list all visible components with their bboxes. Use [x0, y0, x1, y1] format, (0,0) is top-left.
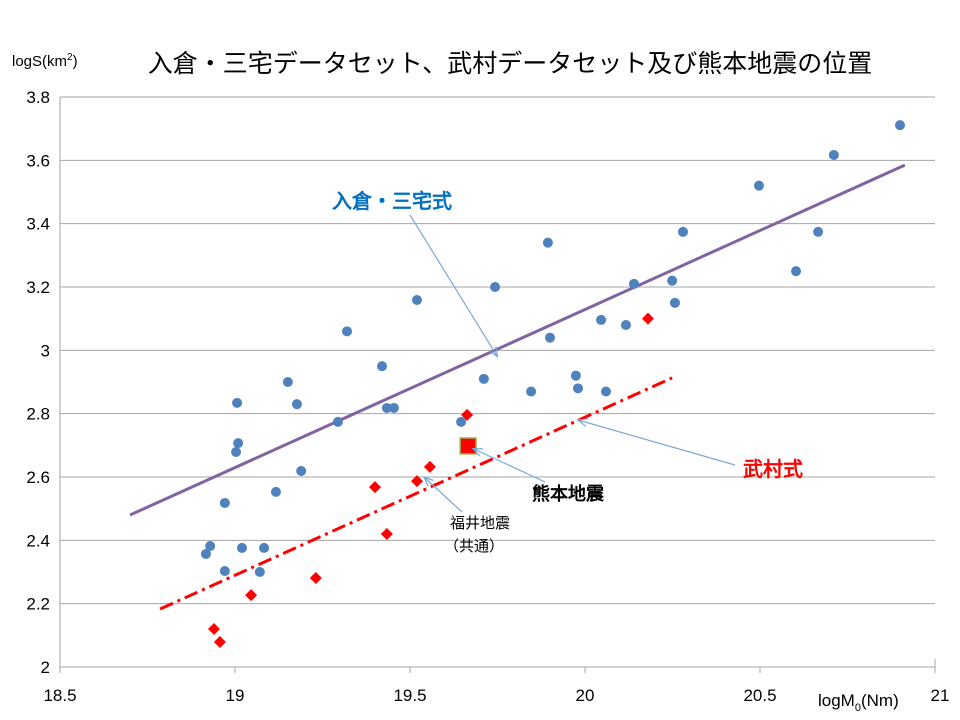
irikura-data-point — [270, 486, 281, 497]
chart-title: 入倉・三宅データセット、武村データセット及び熊本地震の位置 — [148, 49, 873, 78]
irikura-data-point — [232, 397, 243, 408]
irikura-data-point — [678, 226, 688, 237]
y-tick-label: 3.6 — [26, 151, 50, 170]
irikura-data-point — [296, 465, 307, 476]
takemura-data-point — [208, 623, 220, 635]
annotation-arrow — [577, 419, 736, 466]
annotation-label: 熊本地震 — [532, 483, 605, 505]
data-points — [200, 120, 905, 648]
irikura-data-point — [478, 373, 489, 384]
tick-labels: 2 2.2 2.4 2.6 2.8 3 3.2 3.4 3.6 3.8 18.5 19 19.5 20 20… — [26, 88, 949, 705]
kumamoto-data-point — [459, 437, 477, 455]
irikura-data-point — [412, 294, 422, 305]
irikura-data-point — [620, 320, 631, 330]
y-tick-label: 3.4 — [26, 215, 50, 234]
takemura-data-point — [461, 408, 474, 421]
irikura-data-point — [342, 326, 352, 337]
irikura-data-point — [828, 149, 839, 160]
irikura-data-point — [753, 180, 764, 191]
x-axis-label: logM0(Nm) — [818, 691, 899, 714]
annotation-arrow — [472, 447, 546, 483]
y-tick-label: 2.8 — [26, 405, 50, 424]
irikura-data-point — [895, 120, 905, 131]
takemura-data-point — [245, 589, 258, 602]
irikura-data-point — [570, 370, 581, 381]
arrowhead-icon — [471, 447, 484, 457]
irikura-data-point — [791, 266, 802, 277]
irikura-data-point — [388, 402, 399, 413]
irikura-data-point — [669, 297, 680, 308]
irikura-data-point — [573, 383, 583, 394]
irikura-data-point — [259, 542, 270, 553]
y-axis-label: logS(km2) — [12, 52, 78, 70]
irikura-data-point — [490, 282, 501, 292]
x-tick-label: 20 — [576, 686, 595, 705]
takemura-data-point — [423, 460, 436, 473]
y-tick-label: 2 — [41, 658, 50, 677]
irikura-data-point — [291, 399, 302, 410]
x-tick-label: 21 — [931, 686, 950, 705]
arrowhead-icon — [422, 475, 434, 487]
irikura-data-point — [332, 416, 343, 427]
irikura-fit-line — [129, 163, 906, 517]
irikura-data-point — [237, 542, 247, 553]
annotation-label: 入倉・三宅式 — [332, 189, 452, 213]
irikura-data-point — [813, 226, 824, 237]
irikura-data-point — [282, 377, 293, 387]
arrowhead-icon — [488, 346, 499, 358]
irikura-data-point — [200, 548, 211, 559]
x-tick-label: 20.5 — [743, 686, 776, 705]
grid — [59, 96, 936, 673]
y-tick-label: 3.8 — [26, 88, 50, 107]
irikura-data-point — [526, 386, 537, 397]
annotation-arrow — [423, 476, 463, 513]
takemura-data-point — [213, 635, 226, 648]
irikura-data-point — [219, 566, 230, 577]
irikura-data-point — [601, 386, 611, 397]
takemura-data-point — [309, 572, 322, 585]
irikura-data-point — [377, 361, 387, 372]
x-tick-label: 19 — [226, 686, 245, 705]
takemura-fit-line — [159, 376, 673, 611]
irikura-data-point — [233, 438, 244, 449]
x-tick-label: 18.5 — [43, 686, 76, 705]
takemura-data-point — [411, 475, 423, 488]
takemura-data-point — [380, 528, 393, 540]
irikura-data-point — [231, 446, 242, 457]
irikura-data-point — [596, 314, 607, 325]
irikura-data-point — [629, 278, 639, 289]
x-tick-label: 19.5 — [393, 686, 426, 705]
annotation-label-sub: （共通） — [444, 537, 504, 555]
fit-lines — [129, 163, 906, 611]
irikura-data-point — [545, 332, 555, 343]
takemura-data-point — [642, 312, 654, 325]
y-tick-label: 2.6 — [26, 468, 50, 487]
irikura-data-point — [381, 402, 392, 413]
annotation-label: 武村式 — [743, 457, 803, 481]
irikura-data-point — [456, 416, 467, 427]
y-tick-label: 3.2 — [26, 278, 50, 297]
arrowhead-icon — [576, 418, 588, 427]
y-tick-label: 3 — [41, 341, 50, 360]
irikura-data-point — [667, 275, 678, 286]
y-tick-label: 2.4 — [26, 531, 50, 550]
irikura-data-point — [254, 567, 265, 577]
takemura-data-point — [369, 481, 381, 494]
annotation-arrow — [409, 214, 499, 357]
y-tick-label: 2.2 — [26, 595, 50, 614]
irikura-data-point — [219, 497, 230, 508]
irikura-data-point — [542, 237, 553, 248]
annotation-label: 福井地震 — [450, 514, 510, 532]
irikura-data-point — [205, 541, 216, 552]
